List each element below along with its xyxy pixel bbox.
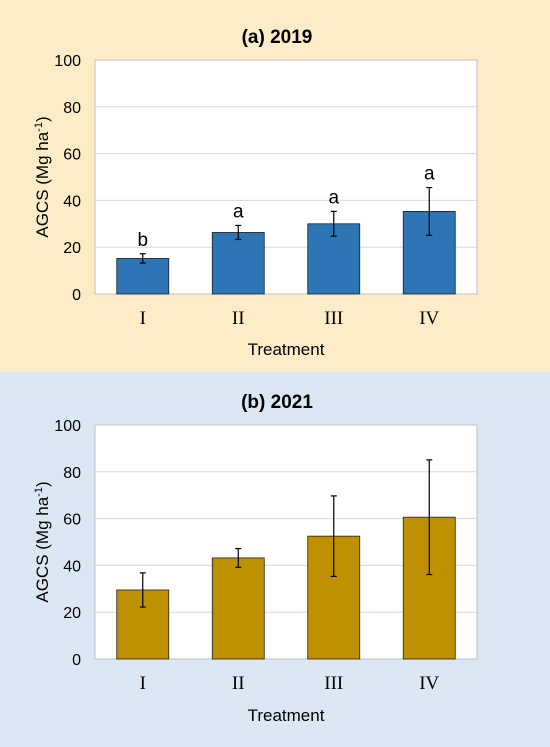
x-axis-label: Treatment — [248, 706, 325, 725]
y-tick-label: 20 — [63, 605, 81, 622]
x-tick-label: I — [140, 308, 146, 329]
x-tick-label: IV — [419, 673, 439, 694]
y-axis-label: AGCS (Mg ha-1) — [33, 116, 52, 237]
y-tick-label: 60 — [63, 147, 81, 164]
bar — [116, 258, 170, 295]
x-tick-label: III — [324, 308, 343, 329]
x-axis-label: Treatment — [248, 340, 325, 359]
bar — [211, 232, 265, 295]
y-tick-label: 60 — [63, 512, 81, 529]
bars — [116, 459, 456, 660]
x-tick-label: III — [324, 673, 343, 694]
significance-letter: b — [137, 230, 148, 251]
significance-letter: a — [233, 201, 244, 222]
chart-panel-2019: (a) 2019 AGCS (Mg ha-1) Treatment 0 20 40 6… — [0, 0, 550, 372]
y-tick-label: 0 — [72, 652, 81, 669]
chart-title: (b) 2021 — [241, 392, 313, 413]
chart-panel-2021: (b) 2021 AGCS (Mg ha-1) Treatment 0 20 40 6… — [0, 372, 550, 747]
y-tick-label: 40 — [63, 558, 81, 575]
y-tick-label: 80 — [63, 100, 81, 117]
x-tick-label: II — [232, 673, 245, 694]
y-tick-label: 20 — [63, 240, 81, 257]
x-tick-label: II — [232, 308, 245, 329]
x-tick-label: IV — [419, 308, 439, 329]
significance-letter: a — [328, 187, 339, 208]
bars — [116, 186, 456, 295]
y-tick-label: 40 — [63, 193, 81, 210]
y-tick-label: 80 — [63, 465, 81, 482]
y-tick-label: 100 — [54, 418, 81, 435]
y-tick-label: 100 — [54, 53, 81, 70]
chart-title: (a) 2019 — [242, 27, 313, 48]
y-axis-label: AGCS (Mg ha-1) — [33, 481, 52, 602]
bar-chart-2019: (a) 2019 AGCS (Mg ha-1) Treatment 0 20 40 6… — [33, 27, 478, 359]
bar — [211, 557, 265, 660]
significance-letter: a — [424, 164, 435, 185]
y-tick-label: 0 — [72, 287, 81, 304]
x-tick-label: I — [140, 673, 146, 694]
bar-chart-2021: (b) 2021 AGCS (Mg ha-1) Treatment 0 20 40 6… — [33, 392, 478, 725]
